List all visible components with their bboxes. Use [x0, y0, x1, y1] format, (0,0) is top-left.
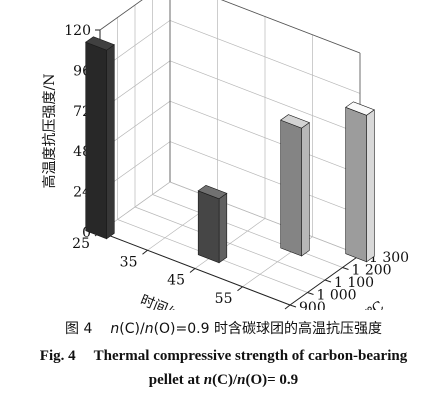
- caption-cn-ratio-n1: n: [110, 321, 120, 337]
- temperature-axis-tick: [324, 279, 332, 283]
- caption-en-figure-number: Fig. 4: [39, 348, 76, 364]
- bar-front-face: [218, 192, 228, 264]
- bar-front-face: [106, 44, 115, 240]
- caption-english-line1: Fig. 4 Thermal compressive strength of ca…: [0, 348, 447, 365]
- time-axis-tick: [237, 286, 243, 292]
- temperature-axis-tick-label: 1 300: [369, 250, 409, 266]
- bar-front-face: [301, 122, 310, 257]
- bar-top-face: [85, 36, 115, 51]
- caption-cn-ratio-c: (C)/: [119, 321, 145, 337]
- time-axis-tick-label: 65: [262, 309, 280, 310]
- time-axis-tick-label: 25: [72, 236, 90, 252]
- caption-cn-text: 时含碳球团的高温抗压强度: [213, 321, 382, 337]
- time-axis-tick-label: 55: [215, 291, 233, 307]
- temperature-axis-tick-label: 1 200: [352, 263, 392, 279]
- time-axis-title: 时间/min: [138, 292, 199, 310]
- time-axis-tick: [284, 304, 291, 310]
- temperature-axis-tick: [342, 267, 349, 270]
- caption-en-line2-prefix: pellet at: [148, 372, 201, 388]
- bar-25min-900c: [85, 36, 115, 240]
- bar-left-face: [85, 41, 107, 240]
- bar-55min-1200c: [280, 114, 310, 257]
- bar-left-face: [345, 106, 367, 263]
- time-axis-tick-label: 35: [120, 254, 138, 270]
- temperature-axis-tick: [307, 292, 314, 295]
- value-axis-tick-label: 0: [82, 225, 91, 241]
- box-top-edge-back: [99, 0, 143, 31]
- time-axis-tick-label: 45: [167, 273, 185, 289]
- bar-left-face: [280, 119, 302, 257]
- caption-en-ratio-n2: n: [237, 372, 246, 388]
- time-axis-tick: [142, 249, 148, 255]
- floor-gridline-temperature: [152, 194, 343, 268]
- caption-cn-figure-number: 图 4: [65, 321, 93, 337]
- bar-45min-1000c: [197, 184, 228, 264]
- box-top-edge-side: [220, 0, 361, 54]
- bar-front-face: [366, 109, 375, 263]
- floor-gridline-temperature: [134, 206, 326, 281]
- bar-top-face: [280, 114, 310, 129]
- value-axis-tick-label: 120: [64, 23, 91, 39]
- time-axis-tick: [189, 268, 196, 273]
- caption-en-ratio-o: (O)= 0.9: [245, 372, 299, 388]
- caption-english-line2: pellet at n(C)/n(O)= 0.9: [0, 372, 447, 389]
- caption-en-ratio-n1: n: [203, 372, 213, 388]
- temperature-axis-tick-label: 1 000: [317, 288, 357, 304]
- caption-en-line1: Thermal compressive strength of carbon-b…: [93, 348, 408, 364]
- caption-cn-ratio-n2: n: [144, 321, 154, 337]
- value-axis-title: 高温度抗压强度/N: [41, 74, 58, 189]
- temperature-axis-tick-label: 1 100: [334, 275, 374, 291]
- caption-cn-ratio-o: (O)=0.9: [153, 321, 210, 337]
- bar-65min-1300c: [345, 101, 375, 263]
- bar-left-face: [197, 190, 220, 264]
- caption-en-ratio-c: (C)/: [212, 372, 238, 388]
- temperature-axis-tick-label: 900: [299, 300, 326, 310]
- caption-chinese: 图 4 n(C)/n(O)=0.9 时含碳球团的高温抗压强度: [0, 318, 447, 338]
- bar-top-face: [197, 184, 228, 200]
- bar-top-face: [345, 101, 375, 116]
- temperature-axis-tick: [289, 304, 297, 308]
